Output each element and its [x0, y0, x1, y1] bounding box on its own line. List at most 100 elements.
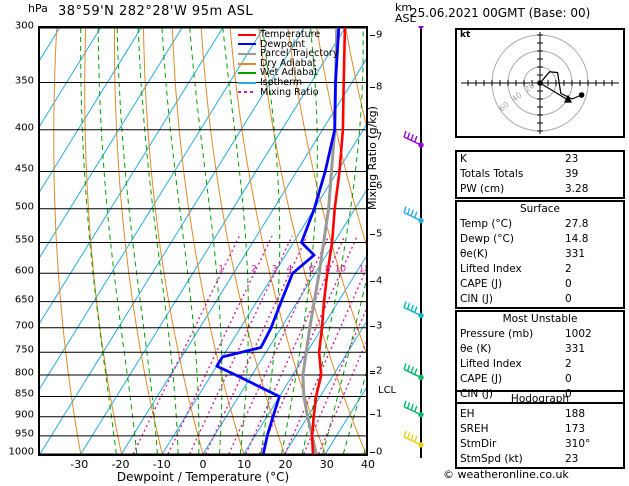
mixing-ratio-label: 6 — [309, 264, 315, 274]
table-most-unstable: Most Unstable Pressure (mb) 1002 θe (K) 331 L… — [455, 310, 625, 404]
pressure-tick-label: 750 — [14, 344, 34, 356]
hodograph-ring-label: 60 — [497, 100, 511, 113]
table-surface: Surface Temp (°C) 27.8 Dewp (°C) 14.8 θe(K) 33… — [455, 200, 625, 309]
table-row: Temp (°C) 27.8 — [457, 217, 623, 232]
table-title: Most Unstable — [502, 313, 578, 325]
height-tick-mark — [370, 234, 375, 236]
model-run-label: 25.06.2021 00GMT (Base: 00) — [410, 6, 591, 20]
table-cell-value: 0 — [565, 388, 572, 400]
wind-barb — [403, 130, 424, 148]
mixing-ratio-label: 15 — [359, 264, 366, 274]
legend-item: Mixing Ratio — [238, 86, 338, 98]
mixing-ratio-label: 10 — [335, 264, 347, 274]
temperature-tick-label: 20 — [278, 458, 293, 471]
mixing-ratio-label: 8 — [325, 264, 331, 274]
table-row: SREH 173 — [457, 422, 623, 437]
pressure-tick-label: 350 — [14, 75, 34, 87]
height-tick-mark — [370, 86, 375, 88]
table-row: StmSpd (kt) 23 — [457, 452, 623, 467]
wind-barb — [403, 430, 424, 448]
hodograph-panel: 20 40 60 — [455, 28, 625, 138]
legend-label: Dewpoint — [260, 38, 306, 50]
table-title: Hodograph — [510, 393, 570, 405]
height-tick-mark — [370, 370, 375, 372]
hodograph-unit-label: kt — [460, 30, 471, 40]
height-unit-line1: km — [395, 1, 413, 14]
temperature-tick-label: -20 — [111, 458, 130, 471]
legend-swatch — [238, 91, 256, 94]
table-row: EH 188 — [457, 407, 623, 422]
table-row: θe (K) 331 — [457, 342, 623, 357]
temperature-tick-label: 0 — [199, 458, 207, 471]
pressure-tick-label: 650 — [14, 294, 34, 306]
table-cell-key: CIN (J) — [460, 293, 493, 305]
table-row: StmDir 310° — [457, 437, 623, 452]
table-cell-key: PW (cm) — [460, 183, 505, 195]
legend-label: Mixing Ratio — [260, 86, 319, 98]
wind-barb — [403, 206, 424, 224]
height-tick-label: 2 — [376, 365, 383, 377]
wind-barb — [403, 400, 424, 418]
height-tick-label: 0 — [376, 446, 383, 458]
height-unit-line2: ASL — [395, 12, 416, 25]
pressure-tick-label: 450 — [14, 163, 34, 175]
height-unit-label: km ASL — [395, 2, 416, 24]
table-cell-key: Temp (°C) — [460, 218, 513, 230]
table-cell-key: SREH — [460, 423, 489, 435]
table-row: K 23 — [457, 152, 623, 167]
pressure-tick-label: 800 — [14, 367, 34, 379]
height-tick-mark — [370, 326, 375, 328]
height-tick-mark — [370, 137, 375, 139]
table-cell-key: CAPE (J) — [460, 373, 503, 385]
table-cell-value: 173 — [565, 423, 586, 435]
legend-item: Dewpoint — [238, 38, 338, 50]
table-cell-value: 39 — [565, 168, 579, 180]
lcl-marker-label: LCL — [378, 385, 397, 396]
pressure-tick-label: 900 — [14, 409, 34, 421]
legend-label: Isotherm — [260, 76, 303, 88]
hodograph-endpoint — [578, 92, 585, 98]
table-cell-value: 2 — [565, 263, 572, 275]
table-cell-key: EH — [460, 408, 475, 420]
legend-swatch — [238, 33, 256, 36]
temperature-tick-label: 40 — [361, 458, 375, 471]
isobar-lines — [40, 28, 366, 454]
table-cell-value: 0 — [565, 373, 572, 385]
table-cell-value: 331 — [565, 343, 586, 355]
table-cell-value: 1002 — [565, 328, 592, 340]
pressure-unit-label: hPa — [28, 2, 48, 15]
table-cell-key: K — [460, 153, 467, 165]
temperature-tick-label: 10 — [237, 458, 252, 471]
legend-item: Temperature — [238, 30, 338, 40]
pressure-tick-label: 500 — [14, 201, 34, 213]
table-row: Dewp (°C) 14.8 — [457, 232, 623, 247]
table-cell-value: 188 — [565, 408, 586, 420]
skewt-plot: 12346810152025 — [38, 26, 368, 456]
table-cell-key: StmSpd (kt) — [460, 453, 523, 465]
temperature-tick-label: -10 — [152, 458, 171, 471]
height-tick-label: 4 — [376, 275, 383, 287]
height-tick-mark — [370, 34, 375, 36]
legend-item: Isotherm — [238, 78, 338, 88]
pressure-tick-label: 300 — [14, 20, 34, 32]
legend-swatch — [238, 43, 256, 46]
height-axis: 0 1 2 3 4 5 6 7 8 9 — [370, 26, 396, 458]
wind-barb-column — [398, 11, 444, 458]
height-tick-label: 5 — [376, 228, 383, 240]
table-cell-value: 27.8 — [565, 218, 589, 230]
pressure-tick-label: 850 — [14, 388, 34, 400]
table-cell-value: 23 — [565, 153, 579, 165]
height-tick-mark — [370, 452, 375, 453]
xaxis-title: Dewpoint / Temperature (°C) — [116, 470, 290, 484]
wind-barb — [403, 363, 424, 381]
pressure-tick-label: 1000 — [8, 446, 34, 458]
table-cell-key: StmDir — [460, 438, 497, 450]
table-cell-value: 0 — [565, 293, 572, 305]
mixing-ratio-label: 4 — [287, 264, 293, 274]
mixing-ratio-label: 2 — [251, 264, 257, 274]
pressure-tick-label: 950 — [14, 428, 34, 440]
wind-barb — [403, 301, 424, 319]
mixing-ratio-label: 1 — [218, 264, 224, 274]
legend-swatch — [238, 62, 256, 65]
